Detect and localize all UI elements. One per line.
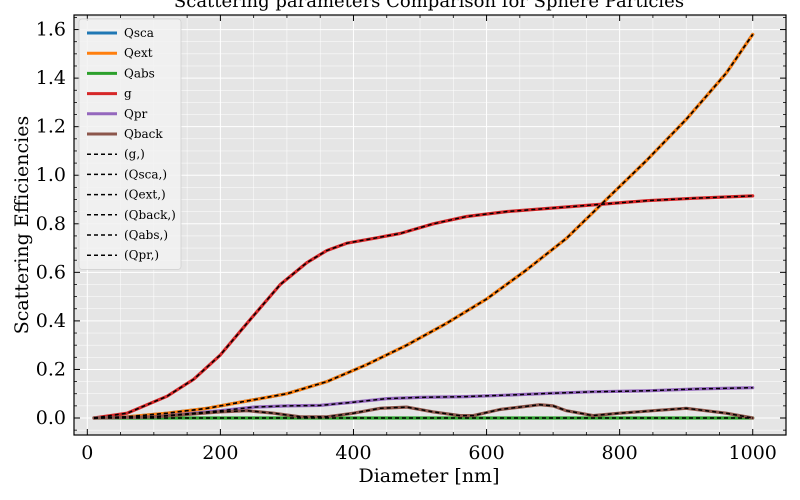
legend: Qsca Qext Qabs g Qpr Qback (g,) (Qsca,) (Qext,) (… bbox=[78, 18, 182, 270]
y-tick-label: 0.4 bbox=[36, 310, 66, 332]
legend-label: (Qpr,) bbox=[124, 248, 159, 262]
overlay-line-qext bbox=[93, 33, 754, 419]
overlay-line-qback bbox=[93, 403, 753, 419]
x-tick-label: 800 bbox=[602, 442, 638, 464]
y-tick-label: 0.2 bbox=[36, 358, 66, 380]
x-axis-title: Diameter [nm] bbox=[359, 465, 500, 487]
x-tick-label: 400 bbox=[335, 442, 371, 464]
y-tick-label: 1.4 bbox=[36, 67, 66, 89]
legend-label: Qback bbox=[124, 127, 163, 141]
plot-frame bbox=[73, 14, 787, 436]
y-axis-title: Scattering Efficiencies bbox=[11, 116, 33, 334]
legend-label: (Qabs,) bbox=[124, 228, 168, 242]
y-tick-label: 1.2 bbox=[36, 116, 66, 138]
x-tick-label: 200 bbox=[202, 442, 238, 464]
legend-label: (g,) bbox=[124, 147, 145, 161]
y-tick-label: 1.0 bbox=[36, 164, 66, 186]
y-tick-label: 0.0 bbox=[36, 407, 66, 429]
overlay-layer bbox=[93, 33, 754, 419]
overlay-line-g bbox=[93, 195, 753, 419]
y-tick-label: 0.6 bbox=[36, 261, 66, 283]
legend-label: Qsca bbox=[124, 26, 154, 40]
chart-title: Scattering parameters Comparison for Sph… bbox=[174, 0, 684, 12]
legend-label: (Qext,) bbox=[124, 188, 166, 202]
legend-box bbox=[78, 18, 182, 270]
legend-label: (Qback,) bbox=[124, 208, 176, 222]
y-tick-label: 0.8 bbox=[36, 213, 66, 235]
y-tick-label: 1.6 bbox=[36, 19, 66, 41]
legend-label: Qabs bbox=[124, 66, 155, 80]
x-tick-label: 600 bbox=[468, 442, 504, 464]
legend-label: Qpr bbox=[124, 107, 148, 121]
legend-label: g bbox=[124, 87, 132, 101]
overlay-line-qpr bbox=[93, 386, 753, 419]
legend-label: (Qsca,) bbox=[124, 167, 167, 181]
x-tick-label: 1000 bbox=[729, 442, 777, 464]
x-tick-label: 0 bbox=[81, 442, 93, 464]
ticks: 0 200 400 600 800 1000 0.0 0.2 0.4 0.6 0.8 1.0 1.2 1.… bbox=[36, 15, 787, 464]
legend-label: Qext bbox=[124, 46, 153, 60]
